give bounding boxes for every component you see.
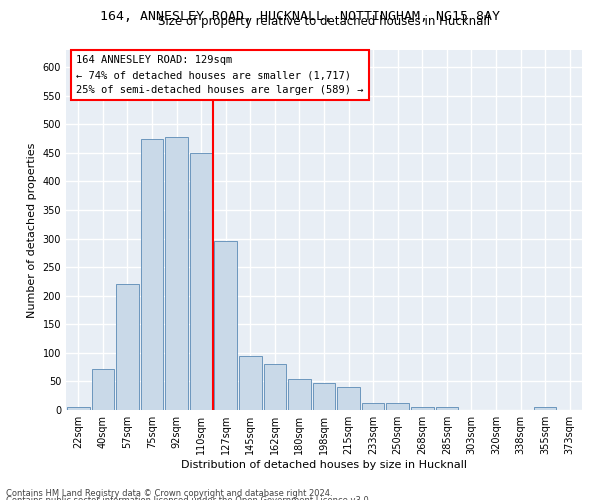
Bar xyxy=(263,364,286,410)
Bar xyxy=(436,407,458,410)
Text: Contains HM Land Registry data © Crown copyright and database right 2024.: Contains HM Land Registry data © Crown c… xyxy=(6,488,332,498)
Title: Size of property relative to detached houses in Hucknall: Size of property relative to detached ho… xyxy=(158,15,490,28)
Bar xyxy=(386,403,409,410)
Bar xyxy=(140,138,163,410)
Bar xyxy=(190,153,212,410)
Bar xyxy=(288,378,311,410)
Bar xyxy=(411,407,434,410)
Y-axis label: Number of detached properties: Number of detached properties xyxy=(27,142,37,318)
Text: 164 ANNESLEY ROAD: 129sqm
← 74% of detached houses are smaller (1,717)
25% of se: 164 ANNESLEY ROAD: 129sqm ← 74% of detac… xyxy=(76,56,364,95)
Bar xyxy=(67,407,89,410)
Bar xyxy=(165,137,188,410)
Bar xyxy=(362,403,385,410)
Bar xyxy=(239,356,262,410)
Bar xyxy=(337,387,360,410)
X-axis label: Distribution of detached houses by size in Hucknall: Distribution of detached houses by size … xyxy=(181,460,467,470)
Bar xyxy=(116,284,139,410)
Bar xyxy=(92,369,114,410)
Text: Contains public sector information licensed under the Open Government Licence v3: Contains public sector information licen… xyxy=(6,496,371,500)
Bar xyxy=(534,407,556,410)
Bar xyxy=(313,383,335,410)
Bar xyxy=(214,242,237,410)
Text: 164, ANNESLEY ROAD, HUCKNALL, NOTTINGHAM, NG15 8AY: 164, ANNESLEY ROAD, HUCKNALL, NOTTINGHAM… xyxy=(100,10,500,23)
